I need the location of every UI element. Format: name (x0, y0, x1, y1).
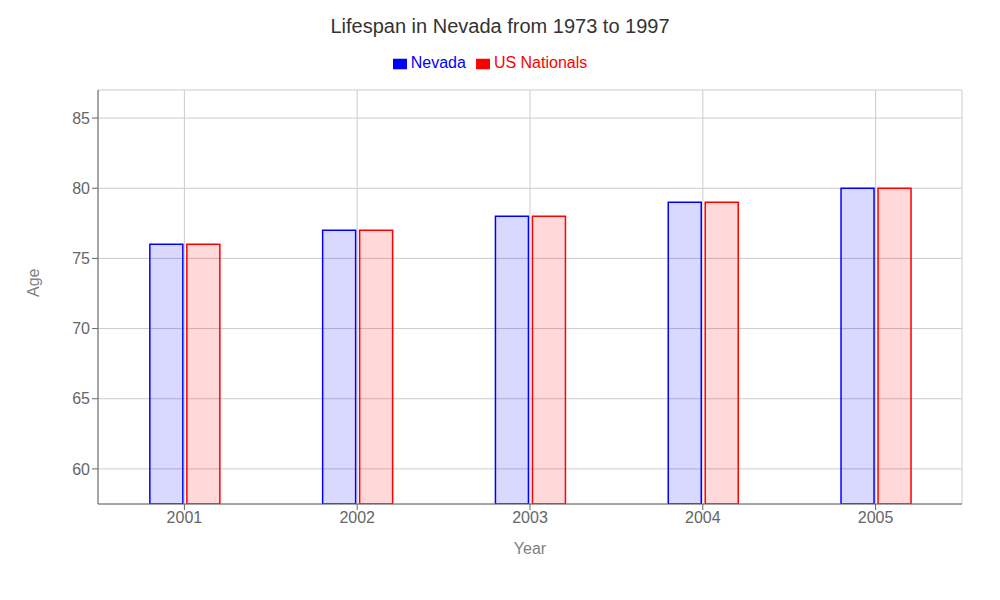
html-text:US Nationals: US Nationals (493, 54, 588, 71)
svg-text:60: 60 (72, 461, 90, 478)
svg-text:75: 75 (72, 250, 90, 267)
svg-text:2002: 2002 (339, 509, 375, 526)
svg-text:2005: 2005 (858, 509, 894, 526)
svg-text:80: 80 (72, 180, 90, 197)
svg-text:65: 65 (72, 390, 90, 407)
svg-text:85: 85 (72, 110, 90, 127)
svg-text:2004: 2004 (685, 509, 721, 526)
svg-text:70: 70 (72, 320, 90, 337)
html-text:Nevada: Nevada (410, 54, 466, 71)
svg-text:2001: 2001 (167, 509, 203, 526)
svg-text:Age: Age (25, 268, 42, 297)
svg-text:2003: 2003 (512, 509, 548, 526)
svg-text:Year: Year (514, 540, 547, 557)
html-text:Lifespan in Nevada from 1973 t: Lifespan in Nevada from 1973 to 1997 (330, 15, 670, 37)
